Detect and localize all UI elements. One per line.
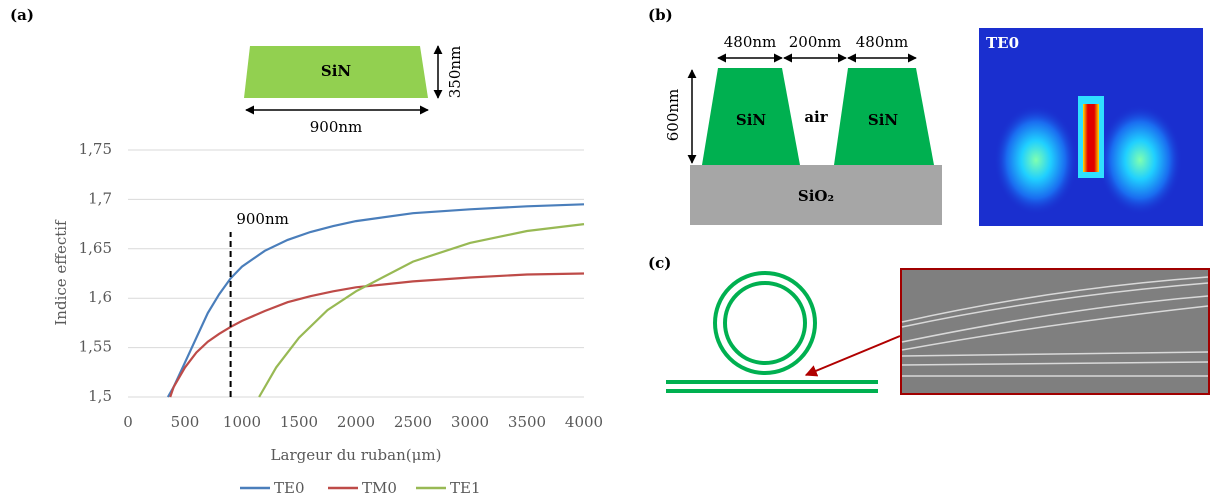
x-tick-label: 2000 xyxy=(337,413,375,431)
height-label: 350nm xyxy=(446,46,464,99)
ring xyxy=(713,271,817,375)
sem-lines xyxy=(901,276,1209,377)
x-tick-label: 2500 xyxy=(394,413,432,431)
x-axis-label: Largeur du ruban(μm) xyxy=(271,446,442,464)
y-tick-label: 1,65 xyxy=(79,239,112,257)
mode-lobe xyxy=(994,105,1078,215)
substrate xyxy=(690,165,942,225)
y-tick-label: 1,7 xyxy=(88,189,112,207)
y-tick-label: 1,55 xyxy=(79,338,112,356)
x-tick-label: 4000 xyxy=(565,413,603,431)
y-tick-label: 1,75 xyxy=(79,140,112,158)
mode-lobe xyxy=(1098,105,1182,215)
dimension-label: 480nm xyxy=(856,33,909,51)
dimension-label: 480nm xyxy=(724,33,777,51)
dimension-label: 200nm xyxy=(789,33,842,51)
material-label: SiN xyxy=(321,62,352,80)
series-line xyxy=(166,203,585,398)
cladding-label: air xyxy=(804,108,828,126)
ring xyxy=(723,281,807,365)
marker-label: 900nm xyxy=(236,210,289,228)
legend-label: TE1 xyxy=(450,479,481,497)
panel-label: (b) xyxy=(648,6,673,24)
y-tick-label: 1,6 xyxy=(88,288,112,306)
x-tick-label: 1500 xyxy=(280,413,318,431)
x-tick-label: 1000 xyxy=(223,413,261,431)
y-tick-label: 1,5 xyxy=(88,387,112,405)
x-tick-label: 3500 xyxy=(508,413,546,431)
height-label: 600nm xyxy=(664,89,682,142)
waveguide xyxy=(244,46,428,98)
x-tick-label: 0 xyxy=(123,413,133,431)
pointer-arrow xyxy=(804,335,901,377)
series-line xyxy=(169,272,585,398)
x-tick-label: 500 xyxy=(171,413,200,431)
waveguide xyxy=(834,68,934,165)
legend-label: TE0 xyxy=(274,479,305,497)
legend-label: TM0 xyxy=(362,479,397,497)
series-line xyxy=(258,223,585,398)
waveguide xyxy=(702,68,800,165)
chart: Indice effectif Largeur du ruban(μm) 1,5… xyxy=(52,140,603,497)
panel-label: (c) xyxy=(648,254,671,272)
mode-label: TE0 xyxy=(986,34,1019,52)
substrate-label: SiO₂ xyxy=(798,187,834,205)
x-tick-label: 3000 xyxy=(451,413,489,431)
mode-core xyxy=(1083,104,1099,172)
core-label: SiN xyxy=(736,111,767,129)
core-label: SiN xyxy=(868,111,899,129)
panel-label: (a) xyxy=(10,6,34,24)
width-label: 900nm xyxy=(310,118,363,136)
y-axis-label: Indice effectif xyxy=(52,219,70,326)
